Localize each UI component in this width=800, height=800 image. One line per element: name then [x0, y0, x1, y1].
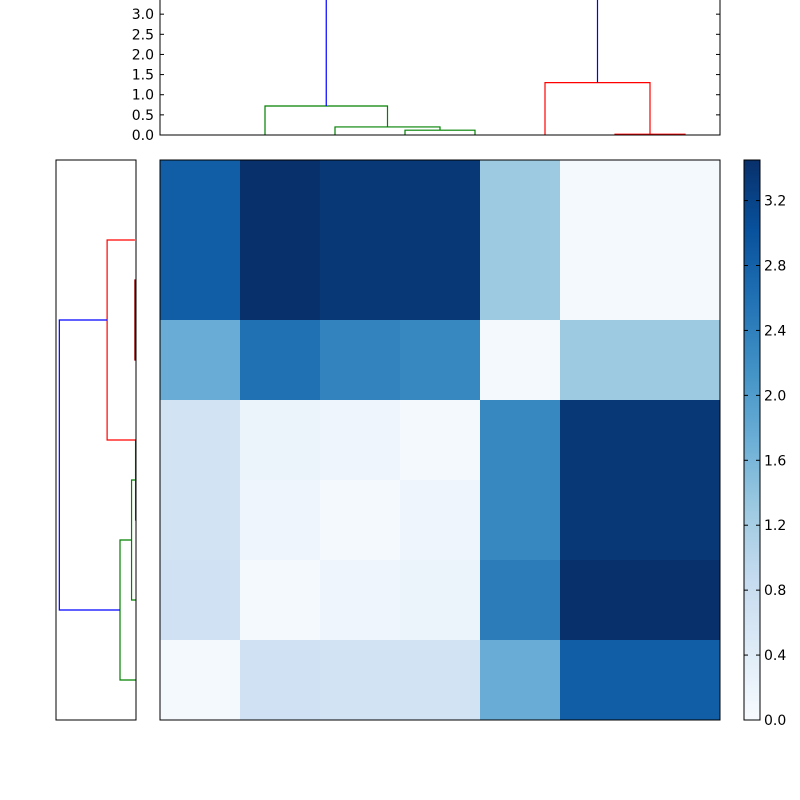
heatmap-cell	[160, 160, 241, 241]
top-dendrogram-tick-label: 3.0	[132, 7, 154, 23]
heatmap-cell	[400, 400, 481, 481]
heatmap-cell	[560, 400, 641, 481]
heatmap-cell	[160, 560, 241, 641]
top-dendrogram-tick-label: 1.5	[132, 68, 154, 84]
heatmap-cell	[240, 560, 321, 641]
top-dendrogram-tick-label: 0.0	[132, 128, 154, 144]
heatmap-cell	[160, 320, 241, 401]
colorbar-tick-label: 0.4	[764, 648, 786, 664]
heatmap-cell	[160, 240, 241, 321]
heatmap-cell	[320, 400, 401, 481]
heatmap-cell	[400, 560, 481, 641]
colorbar-tick-label: 2.0	[764, 388, 786, 404]
heatmap-cell	[240, 480, 321, 561]
heatmap-cell	[480, 320, 561, 401]
heatmap-cell	[400, 480, 481, 561]
left-dendrogram-link	[58, 319, 120, 611]
heatmap-cell	[560, 640, 641, 721]
heatmap-cell	[480, 240, 561, 321]
top-dendrogram-tick-label: 2.5	[132, 27, 154, 43]
heatmap-cell	[400, 160, 481, 241]
heatmap-cell	[640, 480, 721, 561]
colorbar-tick-label: 1.2	[764, 518, 786, 534]
heatmap-cell	[320, 560, 401, 641]
colorbar-gradient	[744, 160, 760, 720]
left-dendrogram-frame	[55, 159, 137, 721]
heatmap-cell	[480, 640, 561, 721]
heatmap-cell	[400, 640, 481, 721]
heatmap-cell	[160, 640, 241, 721]
colorbar-tick-label: 3.2	[764, 194, 786, 210]
top-dendrogram-tick-label: 1.0	[132, 88, 154, 104]
heatmap-cell	[320, 320, 401, 401]
heatmap-cell	[560, 320, 641, 401]
top-dendrogram-link	[325, 0, 599, 106]
heatmap-cell	[240, 320, 321, 401]
top-dendrogram-tick-label: 2.0	[132, 47, 154, 63]
left-dendrogram-link	[106, 239, 136, 441]
heatmap-cell	[640, 320, 721, 401]
colorbar-tick-label: 1.6	[764, 453, 786, 469]
colorbar-ticks: 0.0 0.4 0.8 1.2 1.6 2.0 2.4 2.8 3.2	[744, 194, 786, 729]
heatmap-cells	[160, 160, 721, 721]
left-dendrogram-link	[134, 279, 136, 361]
heatmap-cell	[640, 160, 721, 241]
heatmap-cell	[560, 160, 641, 241]
heatmap-cell	[400, 240, 481, 321]
heatmap-cell	[560, 560, 641, 641]
heatmap-cell	[480, 160, 561, 241]
heatmap-frame	[159, 159, 721, 721]
heatmap-cell	[640, 400, 721, 481]
heatmap-cell	[240, 400, 321, 481]
heatmap-cell	[480, 560, 561, 641]
colorbar-tick-label: 0.0	[764, 713, 786, 729]
top-dendrogram-y-ticks: 0.0 0.5 1.0 1.5 2.0 2.5 3.0 3.5	[132, 0, 720, 144]
top-dendrogram-tick-label: 3.5	[132, 0, 154, 3]
top-dendrogram-tick-label: 0.5	[132, 108, 154, 124]
heatmap-cell	[480, 480, 561, 561]
colorbar-tick-label: 2.8	[764, 259, 786, 275]
heatmap-cell	[320, 240, 401, 321]
colorbar: 0.0 0.4 0.8 1.2 1.6 2.0 2.4 2.8 3.2	[743, 159, 786, 729]
top-dendrogram: 0.0 0.5 1.0 1.5 2.0 2.5 3.0 3.5	[132, 0, 721, 144]
colorbar-frame	[743, 159, 761, 721]
heatmap-cell	[560, 240, 641, 321]
heatmap-cell	[560, 480, 641, 561]
colorbar-tick-label: 0.8	[764, 583, 786, 599]
heatmap-cell	[160, 480, 241, 561]
heatmap-cell	[640, 240, 721, 321]
heatmap-cell	[320, 480, 401, 561]
left-dendrogram	[55, 159, 137, 721]
top-dendrogram-frame	[159, 0, 721, 136]
colorbar-tick-label: 2.4	[764, 323, 786, 339]
heatmap-cell	[400, 320, 481, 401]
heatmap-cell	[480, 400, 561, 481]
heatmap-cell	[640, 640, 721, 721]
heatmap-cell	[240, 160, 321, 241]
heatmap	[159, 159, 721, 721]
heatmap-cell	[240, 640, 321, 721]
heatmap-cell	[320, 160, 401, 241]
heatmap-cell	[240, 240, 321, 321]
heatmap-cell	[160, 400, 241, 481]
heatmap-cell	[640, 560, 721, 641]
heatmap-cell	[320, 640, 401, 721]
